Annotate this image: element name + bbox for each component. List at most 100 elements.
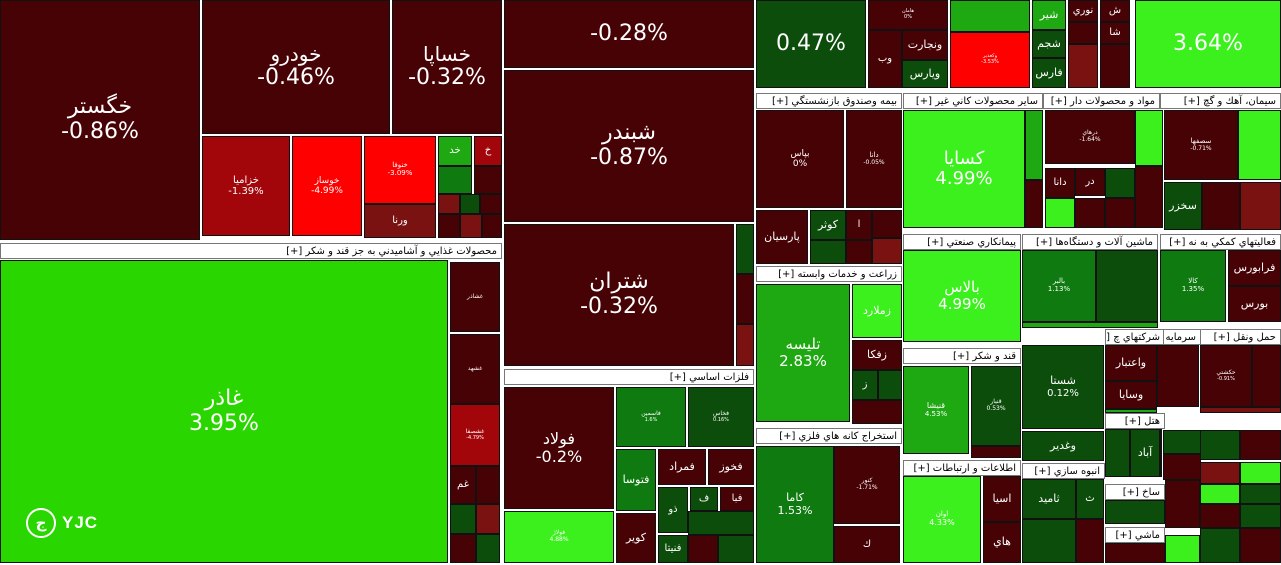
treemap-cell[interactable]	[1068, 22, 1098, 44]
stock-tile[interactable]: -0.28%	[504, 0, 754, 68]
treemap-cell[interactable]	[1025, 180, 1043, 228]
stock-tile[interactable]: فنيتا	[658, 535, 688, 563]
treemap-cell[interactable]	[1240, 528, 1281, 563]
sector-header[interactable]: حمل ونقل [+]	[1200, 329, 1281, 345]
stock-tile[interactable]: دانا -0.05%	[846, 110, 902, 208]
sector-header[interactable]: مواد و محصولات دار [+]	[1043, 93, 1160, 109]
stock-tile[interactable]: تليسه 2.83%	[756, 284, 850, 422]
treemap-cell[interactable]	[1160, 429, 1162, 477]
treemap-cell[interactable]	[438, 214, 460, 238]
stock-tile[interactable]: خنوفا -3.09%	[364, 136, 436, 204]
stock-tile[interactable]: ونجارت	[902, 30, 948, 60]
stock-tile[interactable]: حكشتي -0.91%	[1200, 345, 1252, 407]
treemap-cell[interactable]	[438, 194, 460, 214]
stock-tile[interactable]: اوان 4.33%	[903, 476, 981, 563]
treemap-cell[interactable]	[474, 166, 502, 194]
stock-tile[interactable]: كنور -1.71%	[834, 446, 900, 524]
stock-tile[interactable]: وسايا	[1105, 381, 1157, 409]
stock-tile[interactable]: هامان 0%	[868, 0, 948, 30]
stock-tile[interactable]: خساپا -0.32%	[392, 0, 502, 134]
stock-tile[interactable]: دانا	[1045, 168, 1075, 198]
stock-tile[interactable]: پارسيان	[756, 210, 808, 264]
stock-tile[interactable]: ش	[1100, 0, 1130, 22]
treemap-cell[interactable]	[1096, 250, 1158, 322]
treemap-cell[interactable]	[482, 214, 502, 238]
stock-tile[interactable]: سصفها -0.71%	[1164, 110, 1238, 180]
treemap-cell[interactable]	[476, 504, 500, 534]
stock-tile[interactable]: درهاي -1.64%	[1045, 110, 1135, 164]
stock-tile[interactable]: فخوز	[708, 449, 754, 485]
treemap-cell[interactable]	[1105, 543, 1165, 563]
stock-tile[interactable]: خد	[438, 136, 472, 166]
treemap-cell[interactable]	[480, 194, 502, 214]
sector-header[interactable]: ساخ [+]	[1105, 484, 1165, 500]
stock-tile[interactable]: شا	[1100, 22, 1130, 44]
stock-tile[interactable]: خودرو -0.46%	[202, 0, 390, 134]
stock-tile[interactable]: شير	[1032, 0, 1066, 30]
stock-tile[interactable]: بورس	[1228, 286, 1281, 322]
stock-tile[interactable]: غاذر 3.95%	[0, 260, 448, 563]
treemap-cell[interactable]	[1022, 519, 1076, 563]
stock-tile[interactable]: شتران -0.32%	[504, 224, 734, 366]
stock-tile[interactable]: فارس	[1032, 58, 1066, 88]
stock-tile[interactable]: اسيا	[983, 476, 1021, 522]
treemap-cell[interactable]	[476, 466, 500, 504]
treemap-cell[interactable]	[1163, 454, 1201, 480]
stock-tile[interactable]: وغدير	[1022, 431, 1104, 461]
treemap-cell[interactable]	[1240, 462, 1281, 484]
sector-header[interactable]: ماشين آلات و دستگاه‌ها [+]	[1022, 234, 1158, 250]
treemap-cell[interactable]	[1105, 198, 1135, 228]
stock-tile[interactable]: كالا 1.35%	[1160, 250, 1226, 322]
treemap-cell[interactable]	[1068, 44, 1098, 88]
sector-header[interactable]: اطلاعات و ارتباطات [+]	[903, 460, 1021, 476]
treemap-cell[interactable]	[736, 274, 754, 324]
treemap-cell[interactable]	[1025, 110, 1043, 180]
stock-tile[interactable]: فتوسا	[616, 449, 656, 511]
sector-header[interactable]: پيمانكاري صنعتي [+]	[903, 234, 1021, 250]
stock-tile[interactable]: ك	[834, 526, 900, 563]
treemap-cell[interactable]	[1200, 407, 1281, 413]
stock-tile[interactable]: ورنا	[364, 204, 436, 238]
treemap-cell[interactable]	[1022, 322, 1158, 328]
treemap-cell[interactable]	[1105, 409, 1157, 413]
treemap-cell[interactable]	[971, 446, 1021, 458]
treemap-cell[interactable]	[950, 0, 1030, 32]
stock-tile[interactable]: ويارس	[902, 60, 948, 88]
stock-tile[interactable]: كسايا 4.99%	[903, 110, 1025, 228]
treemap-cell[interactable]	[1135, 110, 1163, 166]
stock-tile[interactable]: هاي	[983, 522, 1021, 563]
treemap-cell[interactable]	[476, 534, 500, 563]
sector-header[interactable]: قند و شكر [+]	[903, 348, 1021, 364]
treemap-cell[interactable]	[688, 535, 718, 563]
sector-header[interactable]: بيمه وصندوق بازنشستگي [+]	[756, 93, 902, 109]
stock-tile[interactable]: وب	[868, 30, 902, 88]
stock-tile[interactable]: بالاس 4.99%	[903, 250, 1021, 342]
stock-tile[interactable]: فولاژ 4.88%	[504, 511, 614, 563]
treemap-cell[interactable]	[1240, 430, 1281, 460]
stock-tile[interactable]: فبا	[720, 487, 754, 511]
stock-tile[interactable]: كاما 1.53%	[756, 446, 834, 563]
stock-tile[interactable]: خ	[474, 136, 502, 166]
stock-tile[interactable]: قنيار 0.53%	[971, 366, 1021, 446]
treemap-cell[interactable]	[1200, 528, 1240, 563]
treemap-cell[interactable]	[1200, 430, 1240, 460]
stock-tile[interactable]: ز	[852, 370, 878, 400]
treemap-cell[interactable]	[1165, 535, 1200, 563]
sector-header[interactable]: ساير محصولات كاني غير [+]	[903, 93, 1043, 109]
treemap-cell[interactable]	[878, 370, 902, 400]
treemap-cell[interactable]	[1163, 430, 1201, 454]
stock-tile[interactable]: قنيشا 4.53%	[903, 366, 969, 454]
treemap-cell[interactable]	[1105, 429, 1130, 477]
stock-tile[interactable]: غشصفا -4.79%	[450, 404, 500, 466]
treemap-cell[interactable]	[1076, 519, 1104, 563]
sector-header[interactable]: محصولات غذايي و آشاميدني به جز قند و شكر…	[0, 243, 502, 259]
stock-tile[interactable]: فمراد	[658, 449, 706, 485]
treemap-cell[interactable]	[810, 240, 846, 264]
treemap-cell[interactable]	[872, 210, 902, 238]
treemap-cell[interactable]	[852, 400, 902, 424]
treemap-cell[interactable]	[1240, 484, 1281, 504]
stock-tile[interactable]: خزاميا -1.39%	[202, 136, 290, 236]
sector-header[interactable]: شركتهاي چ [+]	[1105, 329, 1165, 345]
treemap-cell[interactable]	[1202, 182, 1240, 230]
stock-tile[interactable]: شجم	[1032, 30, 1066, 58]
